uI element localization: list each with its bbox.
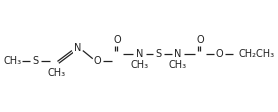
Text: O: O	[197, 35, 204, 45]
Text: CH₂CH₃: CH₂CH₃	[239, 49, 275, 59]
Text: N: N	[74, 43, 81, 53]
Text: N: N	[174, 49, 182, 59]
Text: CH₃: CH₃	[131, 60, 149, 70]
Text: O: O	[93, 56, 101, 66]
Text: CH₃: CH₃	[169, 60, 187, 70]
Text: CH₃: CH₃	[3, 56, 21, 66]
Text: O: O	[216, 49, 223, 59]
Text: O: O	[113, 35, 121, 45]
Text: S: S	[156, 49, 162, 59]
Text: N: N	[136, 49, 143, 59]
Text: S: S	[33, 56, 39, 66]
Text: CH₃: CH₃	[48, 68, 66, 78]
